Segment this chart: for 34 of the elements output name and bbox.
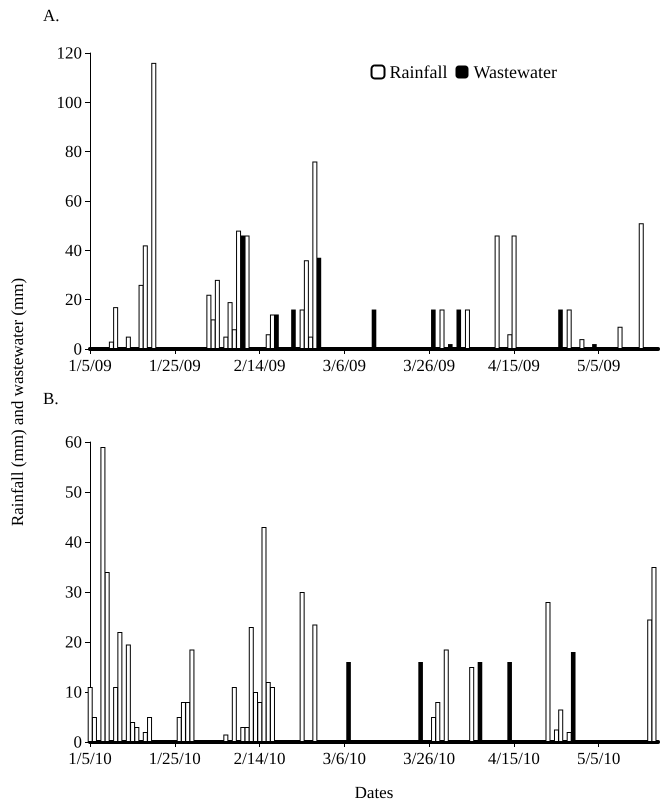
x-tick-label: 5/5/10 — [576, 749, 620, 768]
y-tick-label: 20 — [65, 290, 82, 310]
x-tick-label: 4/15/09 — [488, 356, 540, 375]
x-tick-label: 3/6/10 — [322, 749, 366, 768]
y-tick-label: 60 — [65, 432, 82, 452]
x-tick-label: 2/14/09 — [234, 356, 286, 375]
x-tick-label: 5/5/09 — [576, 356, 620, 375]
x-tick-label: 4/15/10 — [488, 749, 540, 768]
y-tick-label: 0 — [74, 732, 82, 752]
x-tick-label: 1/25/09 — [148, 356, 201, 375]
y-tick-label: 40 — [65, 240, 82, 260]
y-tick-label: 30 — [65, 582, 82, 602]
y-axis-title: Rainfall (mm) and wastewater (mm) — [8, 276, 28, 528]
x-tick-label: 1/5/09 — [68, 356, 112, 375]
x-tick-label: 2/14/10 — [234, 749, 286, 768]
x-tick-label: 3/6/09 — [322, 356, 366, 375]
x-tick-label: 3/26/09 — [403, 356, 456, 375]
x-tick-label: 3/26/10 — [403, 749, 456, 768]
chart-title: A. — [43, 6, 60, 25]
y-tick-label: 20 — [65, 632, 82, 652]
y-tick-label: 0 — [74, 340, 82, 358]
x-tick-label: 1/5/10 — [68, 749, 112, 768]
y-tick-label: 100 — [56, 92, 82, 112]
y-tick-label: 10 — [65, 682, 82, 702]
y-tick-label: 50 — [65, 482, 82, 502]
y-tick-label: 80 — [65, 142, 82, 162]
y-tick-label: 60 — [65, 192, 82, 210]
chart-title: B. — [43, 389, 59, 408]
y-tick-label: 120 — [56, 44, 82, 62]
x-tick-label: 1/25/10 — [148, 749, 201, 768]
y-tick-label: 40 — [65, 532, 82, 552]
x-axis-title: Dates — [354, 783, 394, 802]
legend-label: Rainfall — [390, 62, 448, 82]
legend-label: Wastewater — [473, 62, 558, 82]
